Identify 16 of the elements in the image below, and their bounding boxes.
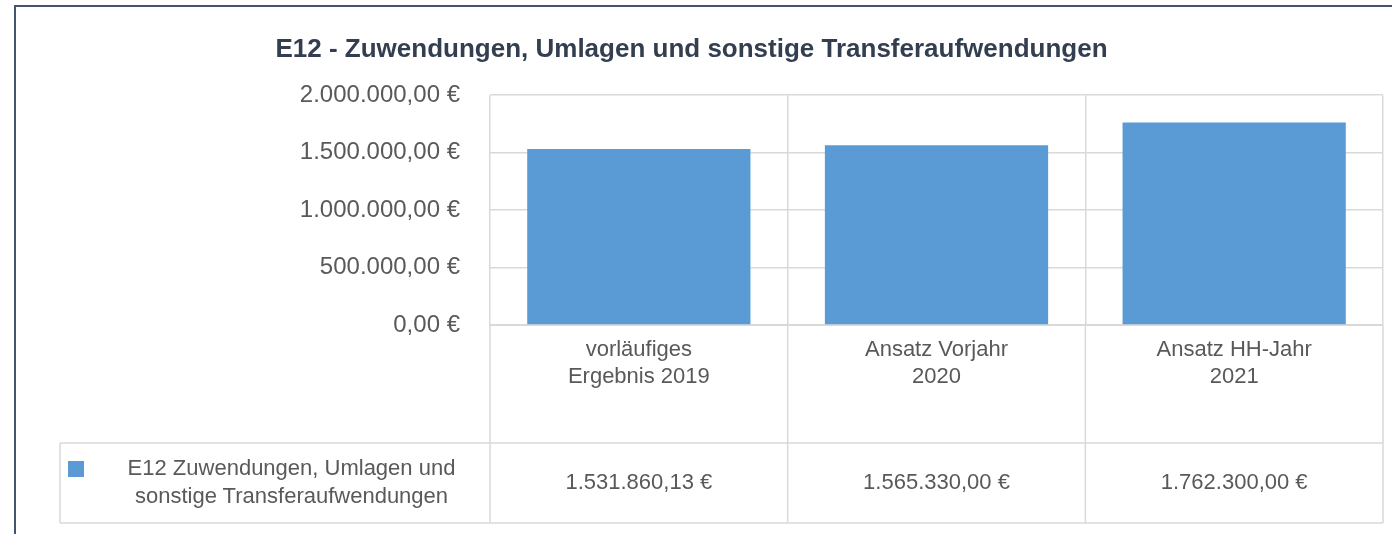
y-tick-label: 1.000.000,00 € <box>299 194 461 222</box>
text: 1.565.330,00 € <box>863 469 1010 495</box>
y-tick-label: 2.000.000,00 € <box>299 79 461 107</box>
chart-title: E12 - Zuwendungen, Umlagen und sonstige Transferaufwendungen <box>275 32 1108 63</box>
bar <box>527 148 751 325</box>
x-tick-label: Ansatz Vorjahr 2020 <box>864 336 1009 388</box>
bar <box>824 145 1049 325</box>
text: 1.531.860,13 € <box>565 469 713 495</box>
legend-label: E12 Zuwendungen, Umlagen und sonstige Transferaufwendungen <box>127 455 456 509</box>
bar <box>1122 122 1346 325</box>
y-tick-label: 0,00 € <box>393 309 461 337</box>
x-tick-label: Ansatz HH-Jahr 2021 <box>1156 336 1312 388</box>
y-tick-label: 1.500.000,00 € <box>299 137 461 165</box>
x-tick-label: vorläufiges Ergebnis 2019 <box>567 336 710 388</box>
y-tick-label: 500.000,00 € <box>319 252 461 280</box>
text: 1.762.300,00 € <box>1160 469 1308 495</box>
